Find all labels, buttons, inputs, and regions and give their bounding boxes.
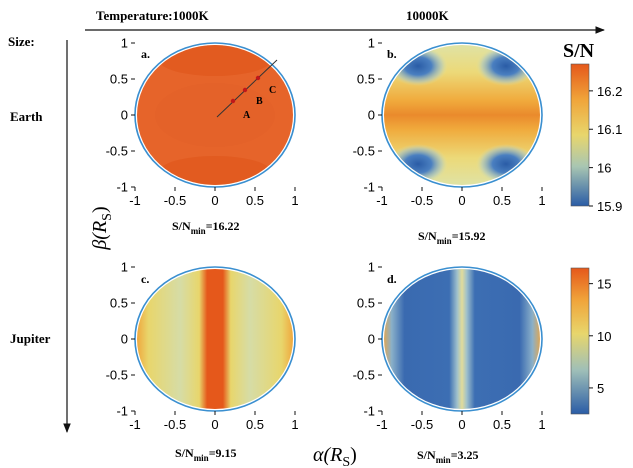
x-tick-label: 0.5 bbox=[246, 417, 264, 432]
x-tick-label: -1 bbox=[129, 193, 141, 208]
point-c-marker bbox=[255, 75, 261, 81]
y-tick-label: 0.5 bbox=[110, 72, 128, 87]
y-tick-label: -1 bbox=[116, 180, 128, 195]
x-tick-label: 0.5 bbox=[246, 193, 264, 208]
y-tick-label: 0 bbox=[121, 332, 128, 347]
colorbar-bottom bbox=[570, 267, 590, 415]
panel-a-snmin: S/Nmin=16.22 bbox=[172, 219, 240, 236]
y-tick-label: -0.5 bbox=[106, 144, 128, 159]
y-tick-label: -1 bbox=[363, 180, 375, 195]
panel-d-label: d. bbox=[387, 272, 397, 286]
y-tick-label: 1 bbox=[121, 260, 128, 275]
colorbar-tick-label: 15 bbox=[597, 277, 611, 292]
x-tick-label: -0.5 bbox=[164, 193, 186, 208]
point-c-label: C bbox=[269, 85, 276, 96]
x-tick-label: 1 bbox=[538, 417, 545, 432]
colorbar-ticks: 16.2 16.1 16 15.9 15 10 5 bbox=[589, 84, 622, 396]
panel-d-snmin: S/Nmin=3.25 bbox=[417, 448, 479, 465]
panel-a-radial-line bbox=[216, 59, 278, 118]
row-label-jupiter: Jupiter bbox=[10, 331, 51, 346]
y-tick-label: 0.5 bbox=[110, 296, 128, 311]
y-tick-label: 0.5 bbox=[357, 296, 375, 311]
x-tick-label: -0.5 bbox=[164, 417, 186, 432]
colorbar-tick-label: 10 bbox=[597, 329, 611, 344]
colorbar-tick-label: 5 bbox=[597, 381, 604, 396]
x-tick-label: 0.5 bbox=[493, 417, 511, 432]
y-axis-label: β(RS) bbox=[89, 206, 115, 250]
point-a-label: A bbox=[243, 110, 251, 121]
y-tick-label: 1 bbox=[121, 36, 128, 51]
y-tick-label: -1 bbox=[363, 404, 375, 419]
panel-d: d. bbox=[381, 266, 543, 412]
panel-b: b. bbox=[381, 42, 543, 188]
x-tick-label: 0 bbox=[458, 417, 465, 432]
y-tick-label: -0.5 bbox=[353, 368, 375, 383]
x-tick-label: -1 bbox=[376, 417, 388, 432]
panel-b-label: b. bbox=[387, 47, 397, 61]
panel-c-snmin: S/Nmin=9.15 bbox=[175, 446, 237, 463]
colorbar-tick-label: 16.1 bbox=[597, 122, 622, 137]
panel-c: c. bbox=[134, 266, 296, 412]
x-tick-label: 0 bbox=[211, 193, 218, 208]
y-tick-label: -0.5 bbox=[106, 368, 128, 383]
colorbar-tick-label: 15.9 bbox=[597, 199, 622, 214]
x-tick-label: -0.5 bbox=[411, 417, 433, 432]
colorbar-tick-label: 16 bbox=[597, 161, 611, 176]
x-axis-label: α(RS) bbox=[313, 444, 357, 468]
panel-d-field bbox=[384, 269, 540, 409]
y-tick-label: 1 bbox=[368, 36, 375, 51]
colorbar-tick-label: 16.2 bbox=[597, 84, 622, 99]
y-tick-label: 0 bbox=[121, 108, 128, 123]
y-tick-label: 1 bbox=[368, 260, 375, 275]
y-tick-label: 0 bbox=[368, 108, 375, 123]
point-b-marker bbox=[242, 87, 248, 93]
temperature-label-10000k: 10000K bbox=[406, 8, 450, 23]
x-tick-label: 1 bbox=[291, 417, 298, 432]
panel-c-label: c. bbox=[141, 272, 149, 286]
y-tick-label: -1 bbox=[116, 404, 128, 419]
x-tick-label: 0 bbox=[211, 417, 218, 432]
axis-ticks: -1 -0.5 0 0.5 110.50-0.5-1-1 -0.5 0 0.5 110.50-0… bbox=[106, 36, 546, 433]
point-b-label: B bbox=[256, 96, 263, 107]
panel-c-field bbox=[137, 269, 293, 409]
x-tick-label: 1 bbox=[538, 193, 545, 208]
svg-text:β(RS): β(RS) bbox=[89, 206, 115, 250]
panel-b-field bbox=[384, 45, 540, 185]
y-tick-label: 0 bbox=[368, 332, 375, 347]
colorbar-top bbox=[570, 63, 590, 207]
panel-b-snmin: S/Nmin=15.92 bbox=[418, 229, 486, 246]
y-tick-label: 0.5 bbox=[357, 72, 375, 87]
x-tick-label: -1 bbox=[129, 417, 141, 432]
panel-a: A B C a. bbox=[134, 42, 296, 188]
temperature-label-1000k: Temperature:1000K bbox=[96, 8, 210, 23]
colorbar-title: S/N bbox=[563, 40, 595, 62]
x-tick-label: 1 bbox=[291, 193, 298, 208]
point-a-marker bbox=[230, 98, 236, 104]
size-label: Size: bbox=[8, 34, 35, 49]
x-tick-label: 0.5 bbox=[493, 193, 511, 208]
row-label-earth: Earth bbox=[10, 109, 43, 124]
y-tick-label: -0.5 bbox=[353, 144, 375, 159]
x-tick-label: -0.5 bbox=[411, 193, 433, 208]
x-tick-label: -1 bbox=[376, 193, 388, 208]
x-tick-label: 0 bbox=[458, 193, 465, 208]
panel-a-label: a. bbox=[141, 47, 150, 61]
